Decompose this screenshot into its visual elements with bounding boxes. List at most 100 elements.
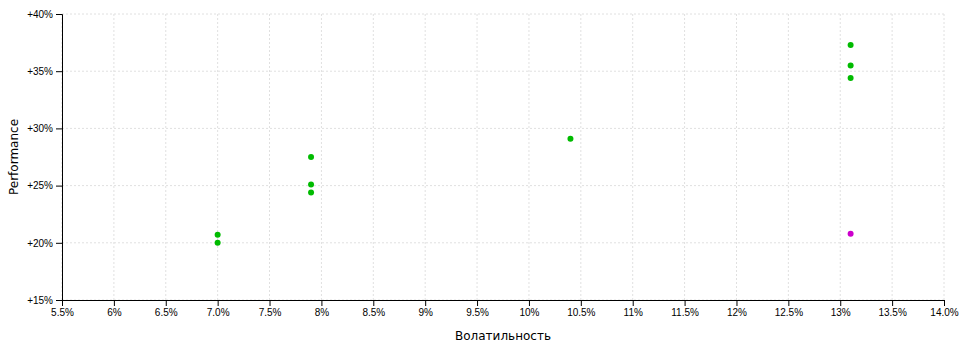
point xyxy=(848,75,854,81)
point xyxy=(848,231,854,237)
tick: 12% xyxy=(727,300,747,318)
tick: 14.0% xyxy=(930,300,958,318)
grid-line xyxy=(321,14,322,300)
point xyxy=(567,136,573,142)
tick: 6% xyxy=(107,300,122,318)
tick: +15% xyxy=(27,295,62,306)
tick-mark xyxy=(633,300,634,306)
tick-mark xyxy=(477,300,478,306)
tick: 8.5% xyxy=(362,300,385,318)
x-axis: 5.5% 6% 6.5% 7.0% 7.5% 8% 8.5% 9% 9.5% 10% 10.5% 11… xyxy=(51,300,959,318)
tick: 10.5% xyxy=(567,300,595,318)
tick-mark xyxy=(736,300,737,306)
grid-line xyxy=(373,14,374,300)
tick-label: 7.5% xyxy=(259,307,282,318)
tick: 13% xyxy=(831,300,851,318)
tick-mark xyxy=(840,300,841,306)
axis-line xyxy=(63,301,945,307)
series xyxy=(215,42,854,246)
grid-line xyxy=(62,14,944,15)
tick-label: 13.5% xyxy=(878,307,906,318)
tick-label: +35% xyxy=(27,66,53,77)
tick-mark xyxy=(685,300,686,306)
tick-label: 13% xyxy=(831,307,851,318)
point xyxy=(215,240,221,246)
tick-label: 11.5% xyxy=(671,307,699,318)
tick-mark xyxy=(373,300,374,306)
tick-mark xyxy=(788,300,789,306)
point xyxy=(848,62,854,68)
grid-line xyxy=(840,14,841,300)
grid-line xyxy=(165,14,166,300)
tick-mark xyxy=(166,300,167,306)
tick: 7.0% xyxy=(207,300,230,318)
point xyxy=(215,232,221,238)
tick-label: 6.5% xyxy=(155,307,178,318)
grid-line xyxy=(477,14,478,300)
tick-label: 9.5% xyxy=(466,307,489,318)
tick-mark xyxy=(114,300,115,306)
tick-mark xyxy=(321,300,322,306)
grid-line xyxy=(788,14,789,300)
tick: 10% xyxy=(519,300,539,318)
tick: +40% xyxy=(27,9,62,20)
tick-mark xyxy=(56,14,62,15)
tick-label: 5.5% xyxy=(51,307,74,318)
x-axis-title: Волатильность xyxy=(455,329,551,343)
tick: 7.5% xyxy=(259,300,282,318)
grid-line xyxy=(62,242,944,243)
tick: +20% xyxy=(27,238,62,249)
tick-mark xyxy=(218,300,219,306)
grid xyxy=(62,14,944,300)
grid-line xyxy=(632,14,633,300)
tick: 5.5% xyxy=(51,300,74,318)
tick-mark xyxy=(944,300,945,306)
tick-label: +40% xyxy=(27,9,53,20)
series xyxy=(848,231,854,237)
tick-mark xyxy=(56,243,62,244)
grid-line xyxy=(528,14,529,300)
tick: 12.5% xyxy=(775,300,803,318)
chart: 5.5% 6% 6.5% 7.0% 7.5% 8% 8.5% 9% 9.5% 10% 10.5% 11… xyxy=(0,0,966,350)
y-axis-title: Performance xyxy=(7,119,21,195)
tick: 11% xyxy=(624,300,643,318)
point xyxy=(308,181,314,187)
grid-line xyxy=(269,14,270,300)
tick-mark xyxy=(56,186,62,187)
tick-label: 12% xyxy=(727,307,747,318)
grid-line xyxy=(944,14,945,300)
grid-line xyxy=(217,14,218,300)
grid-line xyxy=(736,14,737,300)
tick-label: 10.5% xyxy=(567,307,595,318)
tick-label: 8.5% xyxy=(362,307,385,318)
tick: +35% xyxy=(27,66,62,77)
grid-line xyxy=(425,14,426,300)
tick-mark xyxy=(892,300,893,306)
tick: 11.5% xyxy=(671,300,699,318)
tick-label: 12.5% xyxy=(775,307,803,318)
tick-mark xyxy=(56,300,62,301)
tick-label: +15% xyxy=(27,295,53,306)
tick-label: +20% xyxy=(27,238,53,249)
tick-label: 7.0% xyxy=(207,307,230,318)
tick-mark xyxy=(425,300,426,306)
tick-mark xyxy=(529,300,530,306)
tick-mark xyxy=(581,300,582,306)
points xyxy=(215,42,854,246)
tick-label: 9% xyxy=(418,307,433,318)
tick: 13.5% xyxy=(878,300,906,318)
grid-line xyxy=(113,14,114,300)
point xyxy=(308,154,314,160)
tick-label: +30% xyxy=(27,123,53,134)
tick-mark xyxy=(56,128,62,129)
tick-label: 10% xyxy=(519,307,539,318)
tick-mark xyxy=(270,300,271,306)
tick: 8% xyxy=(315,300,330,318)
tick: 9.5% xyxy=(466,300,489,318)
axis-line xyxy=(56,15,63,301)
tick: 6.5% xyxy=(155,300,178,318)
point xyxy=(308,189,314,195)
tick: +25% xyxy=(27,180,62,191)
tick-label: 11% xyxy=(624,307,643,318)
plot: 5.5% 6% 6.5% 7.0% 7.5% 8% 8.5% 9% 9.5% 10% 10.5% 11… xyxy=(27,9,959,318)
